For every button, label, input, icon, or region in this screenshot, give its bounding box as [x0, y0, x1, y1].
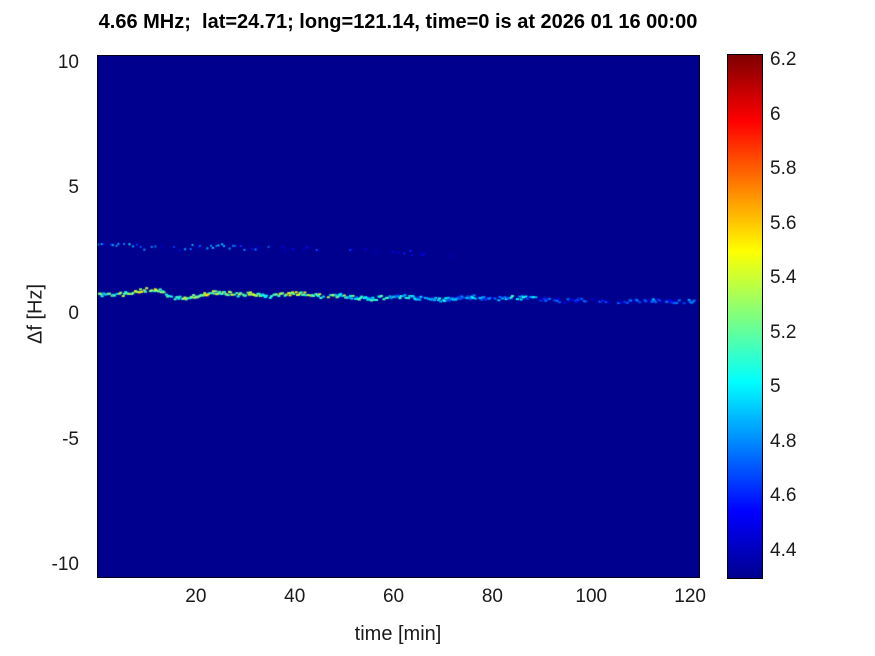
y-tick-label: 5: [68, 177, 79, 199]
x-tick-label: 60: [382, 586, 405, 607]
x-tick-label: 40: [284, 586, 306, 607]
x-tick-label: 80: [481, 586, 503, 607]
x-axis-label: time [min]: [354, 623, 442, 645]
colorbar-tick-labels: 6.2 6 5.8 5.6 5.4 5.2 5 4.8 4.6 4.4: [770, 49, 840, 578]
x-tick-label: 120: [674, 586, 706, 607]
x-tick-label: 20: [185, 586, 207, 607]
spectrogram-heatmap: [97, 55, 700, 578]
y-tick-label: -10: [51, 554, 79, 576]
colorbar-tick-label: 5.6: [770, 212, 797, 234]
y-axis-label: Δf [Hz]: [24, 283, 47, 345]
colorbar-tick-label: 5.4: [770, 267, 797, 289]
x-tick-label: 100: [575, 586, 608, 607]
x-axis-tick-labels: 20 40 60 80 100 120: [97, 584, 706, 610]
y-axis-tick-labels: 10 5 0 -5 -10: [0, 51, 88, 578]
colorbar-tick-label: 6: [770, 103, 781, 125]
colorbar: [727, 54, 763, 579]
colorbar-tick-label: 5.8: [770, 158, 797, 180]
y-tick-label: -5: [62, 428, 79, 450]
colorbar-tick-label: 4.4: [770, 539, 797, 561]
colorbar-tick-label: 4.8: [770, 430, 797, 452]
y-tick-label: 10: [57, 51, 79, 73]
colorbar-tick-label: 6.2: [770, 49, 797, 71]
chart-title: 4.66 MHz; lat=24.71; long=121.14, time=0…: [98, 11, 698, 33]
y-tick-label: 0: [68, 302, 79, 324]
colorbar-tick-label: 5: [770, 376, 781, 398]
colorbar-tick-label: 5.2: [770, 321, 797, 343]
colorbar-tick-label: 4.6: [770, 485, 797, 507]
